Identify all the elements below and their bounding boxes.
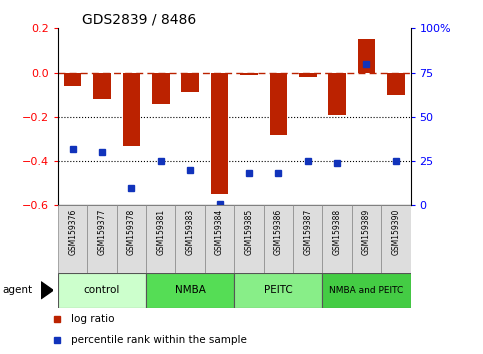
Text: GSM159390: GSM159390 bbox=[391, 209, 400, 255]
Bar bbox=[123, 73, 140, 145]
Bar bbox=[205, 205, 234, 273]
Bar bbox=[175, 205, 205, 273]
Text: GSM159386: GSM159386 bbox=[274, 209, 283, 255]
Bar bbox=[58, 273, 146, 308]
Text: GSM159378: GSM159378 bbox=[127, 209, 136, 255]
Text: GSM159381: GSM159381 bbox=[156, 209, 165, 255]
Bar bbox=[323, 205, 352, 273]
Bar bbox=[146, 273, 234, 308]
Bar bbox=[87, 205, 117, 273]
Bar bbox=[64, 73, 82, 86]
Text: NMBA and PEITC: NMBA and PEITC bbox=[329, 286, 404, 295]
Bar bbox=[146, 205, 175, 273]
Text: GSM159389: GSM159389 bbox=[362, 209, 371, 255]
Text: GSM159387: GSM159387 bbox=[303, 209, 312, 255]
Bar bbox=[182, 73, 199, 92]
Text: PEITC: PEITC bbox=[264, 285, 293, 295]
Text: GSM159383: GSM159383 bbox=[185, 209, 195, 255]
Polygon shape bbox=[41, 282, 53, 299]
Bar bbox=[270, 73, 287, 135]
Bar bbox=[152, 73, 170, 103]
Text: GSM159377: GSM159377 bbox=[98, 209, 107, 255]
Bar bbox=[211, 73, 228, 194]
Bar bbox=[387, 73, 405, 95]
Bar bbox=[240, 73, 258, 75]
Bar bbox=[352, 205, 381, 273]
Text: log ratio: log ratio bbox=[71, 314, 114, 324]
Text: GSM159388: GSM159388 bbox=[333, 209, 341, 255]
Bar bbox=[58, 205, 87, 273]
Bar bbox=[264, 205, 293, 273]
Bar bbox=[93, 73, 111, 99]
Bar bbox=[117, 205, 146, 273]
Text: percentile rank within the sample: percentile rank within the sample bbox=[71, 335, 247, 345]
Bar bbox=[293, 205, 323, 273]
Bar bbox=[234, 273, 323, 308]
Text: GSM159385: GSM159385 bbox=[244, 209, 254, 255]
Bar bbox=[357, 39, 375, 73]
Text: GSM159384: GSM159384 bbox=[215, 209, 224, 255]
Text: control: control bbox=[84, 285, 120, 295]
Bar bbox=[328, 73, 346, 115]
Bar bbox=[234, 205, 264, 273]
Text: agent: agent bbox=[2, 285, 32, 295]
Text: GDS2839 / 8486: GDS2839 / 8486 bbox=[82, 12, 197, 27]
Bar bbox=[299, 73, 316, 77]
Bar bbox=[323, 273, 411, 308]
Text: NMBA: NMBA bbox=[175, 285, 206, 295]
Bar bbox=[381, 205, 411, 273]
Text: GSM159376: GSM159376 bbox=[68, 209, 77, 255]
